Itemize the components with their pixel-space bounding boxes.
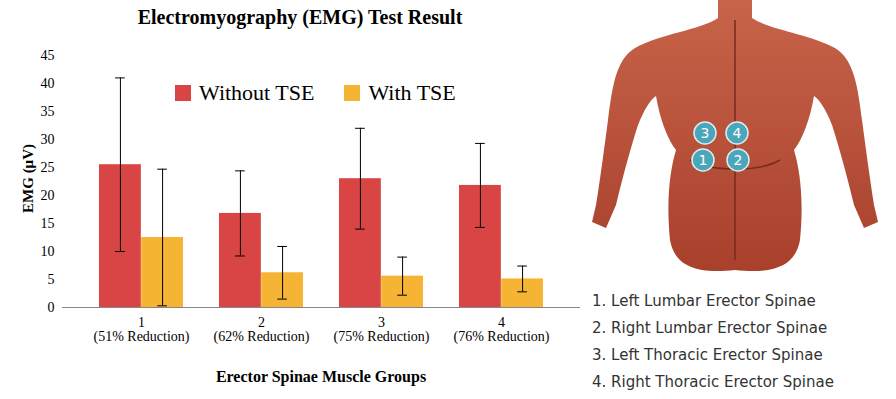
svg-text:4: 4 xyxy=(733,125,742,141)
html-text:Erector Spinae Muscle Groups: Erector Spinae Muscle Groups xyxy=(215,368,427,385)
html-text:1. Left Lumbar Erector Spinae: 1. Left Lumbar Erector Spinae xyxy=(592,292,816,310)
svg-text:5: 5 xyxy=(48,272,55,287)
html-text:EMG (μV): EMG (μV) xyxy=(19,144,36,213)
svg-text:25: 25 xyxy=(41,160,55,175)
svg-text:3: 3 xyxy=(701,125,710,141)
svg-text:3(75% Reduction): 3(75% Reduction) xyxy=(333,315,429,345)
svg-text:45: 45 xyxy=(41,48,55,63)
svg-text:2: 2 xyxy=(734,152,743,168)
svg-text:35: 35 xyxy=(41,104,55,119)
svg-text:1(51% Reduction): 1(51% Reduction) xyxy=(93,315,189,345)
svg-text:4(76% Reduction): 4(76% Reduction) xyxy=(453,315,549,345)
svg-text:2(62% Reduction): 2(62% Reduction) xyxy=(213,315,309,345)
svg-text:1: 1 xyxy=(699,152,708,168)
svg-text:15: 15 xyxy=(41,216,55,231)
html-text:Electromyography (EMG) Test Re: Electromyography (EMG) Test Result xyxy=(137,6,463,28)
html-text:3. Left Thoracic Erector Spina: 3. Left Thoracic Erector Spinae xyxy=(592,346,823,364)
svg-text:20: 20 xyxy=(41,188,55,203)
svg-text:10: 10 xyxy=(41,244,55,259)
html-text:Without TSE: Without TSE xyxy=(199,80,315,105)
svg-text:40: 40 xyxy=(41,76,55,91)
svg-text:0: 0 xyxy=(48,300,55,315)
html-text:With TSE: With TSE xyxy=(368,80,456,105)
html-text:4. Right Thoracic Erector Spin: 4. Right Thoracic Erector Spinae xyxy=(592,373,834,391)
html-text:2. Right Lumbar Erector Spinae: 2. Right Lumbar Erector Spinae xyxy=(592,319,828,337)
svg-text:30: 30 xyxy=(41,132,55,147)
